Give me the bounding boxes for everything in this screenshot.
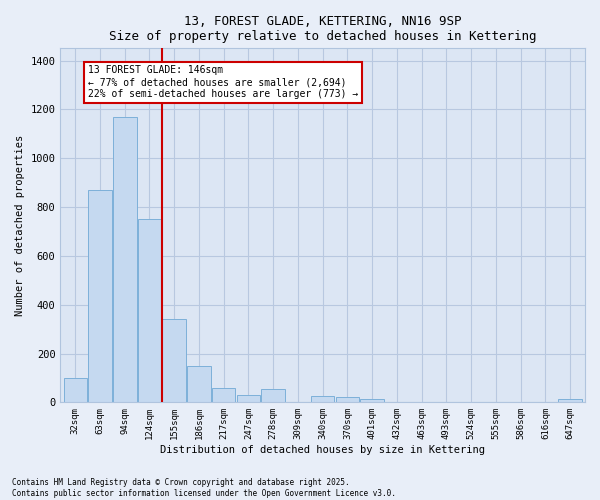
Bar: [311, 396, 334, 402]
Bar: [64, 378, 87, 402]
Bar: [335, 398, 359, 402]
Bar: [262, 389, 285, 402]
Text: Contains HM Land Registry data © Crown copyright and database right 2025.
Contai: Contains HM Land Registry data © Crown c…: [12, 478, 396, 498]
Bar: [212, 388, 235, 402]
X-axis label: Distribution of detached houses by size in Kettering: Distribution of detached houses by size …: [160, 445, 485, 455]
Text: 13 FOREST GLADE: 146sqm
← 77% of detached houses are smaller (2,694)
22% of semi: 13 FOREST GLADE: 146sqm ← 77% of detache…: [88, 66, 358, 98]
Bar: [138, 219, 161, 402]
Title: 13, FOREST GLADE, KETTERING, NN16 9SP
Size of property relative to detached hous: 13, FOREST GLADE, KETTERING, NN16 9SP Si…: [109, 15, 536, 43]
Bar: [113, 116, 137, 403]
Y-axis label: Number of detached properties: Number of detached properties: [15, 134, 25, 316]
Bar: [187, 366, 211, 403]
Bar: [559, 398, 582, 402]
Bar: [163, 320, 186, 402]
Bar: [237, 395, 260, 402]
Bar: [361, 398, 384, 402]
Bar: [88, 190, 112, 402]
